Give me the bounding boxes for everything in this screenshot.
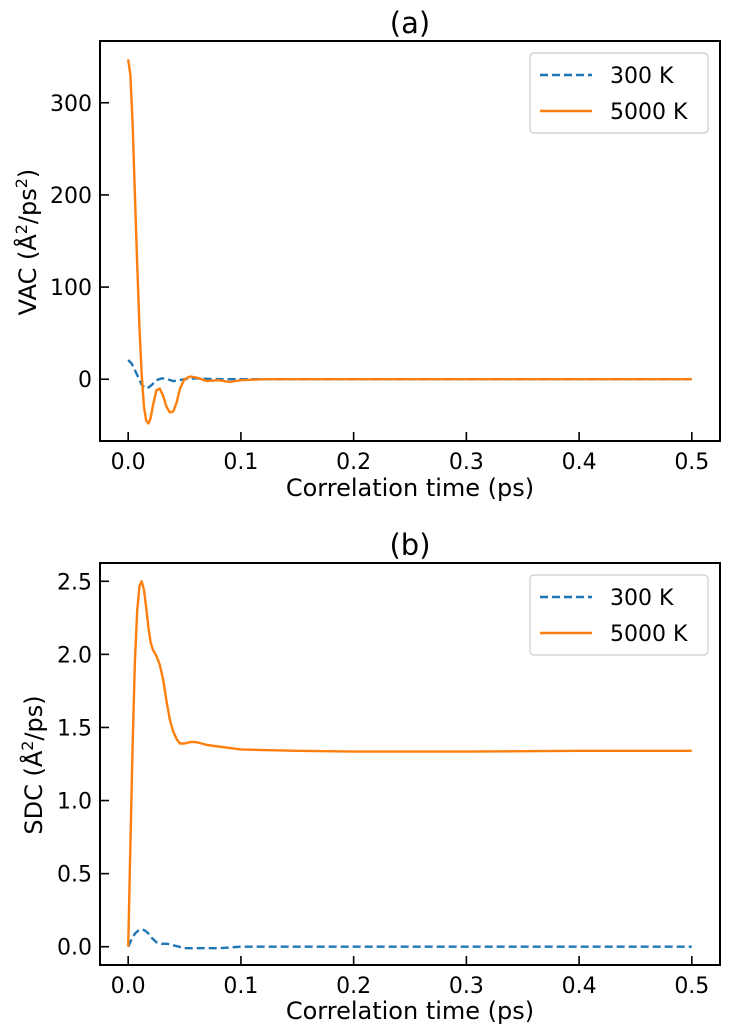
ticks: 0.0 0.1 0.2 0.3 0.4 0.5 0.0 0.5 1.0 1.5 2.0 2.5	[57, 570, 709, 999]
y-tick-label: 1.0	[57, 790, 92, 815]
panel-b: (b) Correlation time (ps) SDC (Å2/ps) 0.…	[18, 528, 721, 1025]
series-line	[127, 359, 692, 390]
x-tick-label: 0.3	[449, 974, 484, 999]
plot-lines	[127, 59, 692, 425]
legend-label: 5000 K	[610, 622, 688, 647]
axes-frame	[99, 562, 721, 966]
y-tick-label: 200	[50, 184, 92, 209]
y-tick-label: 2.0	[57, 643, 92, 668]
legend-label: 300 K	[610, 64, 674, 89]
y-tick-label: 300	[50, 92, 92, 117]
legend: 300 K 5000 K	[529, 574, 709, 656]
ticks: 0.0 0.1 0.2 0.3 0.4 0.5 0 100 200 300	[50, 92, 709, 475]
y-axis-label: VAC (Å2/ps2)	[12, 169, 42, 316]
x-tick-label: 0.3	[449, 450, 484, 475]
series-line	[127, 928, 692, 950]
legend-label: 300 K	[610, 586, 674, 611]
panel-title: (b)	[389, 528, 430, 562]
x-tick-label: 0.5	[674, 974, 709, 999]
x-axis-label: Correlation time (ps)	[286, 474, 534, 502]
x-tick-label: 0.5	[674, 450, 709, 475]
y-axis-label: SDC (Å2/ps)	[18, 695, 48, 834]
x-tick-label: 0.0	[111, 974, 146, 999]
series-line	[127, 580, 692, 947]
legend: 300 K 5000 K	[529, 52, 709, 134]
y-tick-label: 1.5	[57, 716, 92, 741]
x-tick-label: 0.0	[111, 450, 146, 475]
y-tick-label: 100	[50, 276, 92, 301]
legend-label: 5000 K	[610, 100, 688, 125]
panel-a: (a) Correlation time (ps) VAC (Å2/ps2) 0…	[12, 6, 721, 502]
y-tick-label: 2.5	[57, 570, 92, 595]
x-tick-label: 0.4	[562, 974, 597, 999]
x-tick-label: 0.1	[223, 974, 258, 999]
y-tick-label: 0	[78, 368, 92, 393]
y-tick-label: 0.0	[57, 936, 92, 961]
x-axis-label: Correlation time (ps)	[286, 997, 534, 1025]
x-tick-label: 0.2	[336, 974, 371, 999]
x-tick-label: 0.2	[336, 450, 371, 475]
plot-lines	[127, 580, 692, 950]
axes-frame	[99, 40, 721, 442]
x-tick-label: 0.1	[223, 450, 258, 475]
legend-box	[529, 574, 709, 656]
series-line	[127, 59, 692, 425]
x-tick-label: 0.4	[562, 450, 597, 475]
legend-box	[529, 52, 709, 134]
y-tick-label: 0.5	[57, 863, 92, 888]
panel-title: (a)	[390, 6, 430, 40]
